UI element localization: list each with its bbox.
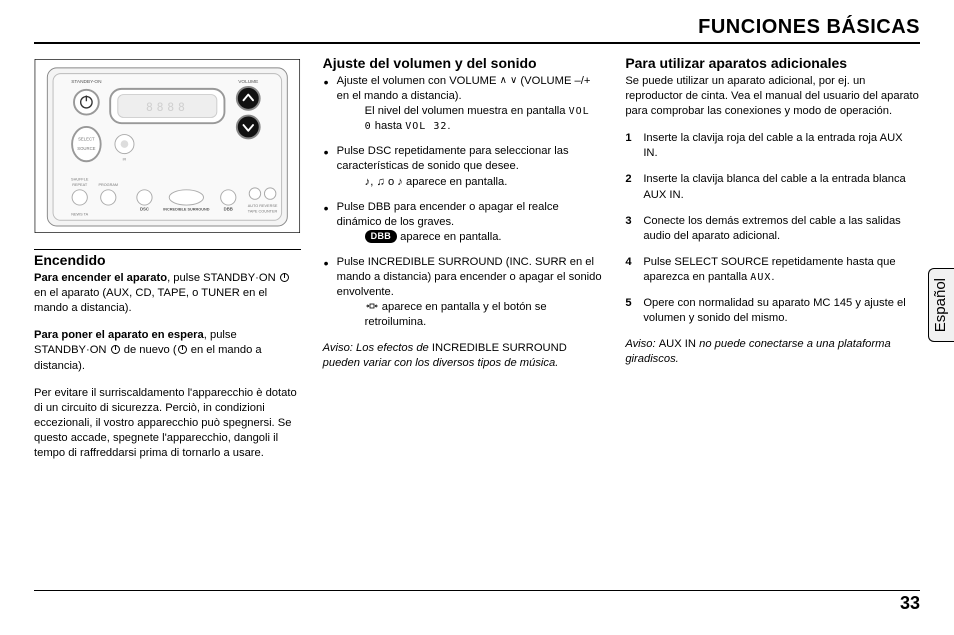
para-espera: Para poner el aparato en espera, pulse S… xyxy=(34,328,301,373)
bullet-dsc: Pulse DSC repetidamente para seleccionar… xyxy=(323,144,604,189)
step-4: Pulse SELECT SOURCE repetidamente hasta … xyxy=(625,255,920,285)
svg-text:NEWS TA: NEWS TA xyxy=(71,213,88,217)
bullet-volume: Ajuste el volumen con VOLUME ∧ ∨ (VOLUME… xyxy=(323,74,604,134)
language-tab: Español xyxy=(928,268,954,342)
page-number: 33 xyxy=(900,591,920,615)
step-3: Conecte los demás extremos del cable a l… xyxy=(625,214,920,244)
display-vol32: VOL 32 xyxy=(405,121,447,132)
svg-text:iR: iR xyxy=(123,157,127,161)
heading-aux: Para utilizar aparatos adicionales xyxy=(625,54,920,73)
sub-dsc: ♪, ♫ o ♪ aparece en pantalla. xyxy=(337,175,604,190)
bullet-list-sound: Ajuste el volumen con VOLUME ∧ ∨ (VOLUME… xyxy=(323,74,604,331)
para-encender: Para encender el aparato, pulse STANDBY·… xyxy=(34,271,301,316)
svg-text:SELECT: SELECT xyxy=(78,136,95,141)
svg-text:DSC: DSC xyxy=(140,207,149,212)
bullet-incsurr: Pulse INCREDIBLE SURROUND (INC. SURR en … xyxy=(323,255,604,331)
column-3: Para utilizar aparatos adicionales Se pu… xyxy=(625,54,920,585)
bottom-rule xyxy=(34,590,920,591)
display-segments: 8888 xyxy=(146,100,189,114)
column-1: STANDBY-ON VOLUME 8888 SELECT SOURCE xyxy=(34,54,301,585)
para-overheat: Per evitare il surriscaldamento l'appare… xyxy=(34,386,301,462)
aviso-incsurr: Aviso: Los efectos de INCREDIBLE SURROUN… xyxy=(323,341,604,371)
step-2: Inserte la clavija blanca del cable a la… xyxy=(625,172,920,202)
svg-text:SOURCE: SOURCE xyxy=(77,146,95,151)
manual-page: FUNCIONES BÁSICAS STANDBY-ON VOLUME xyxy=(0,0,954,635)
svg-text:TAPE COUNTER: TAPE COUNTER xyxy=(248,210,278,214)
up-caret-icon: ∧ xyxy=(500,74,507,88)
heading-ajuste: Ajuste del volumen y del sonido xyxy=(323,54,604,73)
svg-text:DBB: DBB xyxy=(224,207,233,212)
bold-espera: Para poner el aparato en espera xyxy=(34,329,204,341)
note-icons: ♪, ♫ o ♪ xyxy=(365,176,403,188)
power-icon xyxy=(111,345,120,354)
surround-icon xyxy=(365,301,379,311)
svg-text:INCREDIBLE SURROUND: INCREDIBLE SURROUND xyxy=(163,208,209,212)
svg-text:AUTO REVERSE: AUTO REVERSE xyxy=(248,204,278,208)
columns: STANDBY-ON VOLUME 8888 SELECT SOURCE xyxy=(34,54,920,585)
sub-dbb: DBB aparece en pantalla. xyxy=(337,230,604,245)
svg-text:SHUFFLE: SHUFFLE xyxy=(71,177,89,181)
step-1: Inserte la clavija roja del cable a la e… xyxy=(625,131,920,161)
power-icon xyxy=(178,345,187,354)
label-volume: VOLUME xyxy=(238,79,258,85)
power-icon xyxy=(280,273,289,282)
label-standby: STANDBY-ON xyxy=(71,79,102,85)
column-2: Ajuste del volumen y del sonido Ajuste e… xyxy=(323,54,604,585)
section-header: FUNCIONES BÁSICAS xyxy=(698,14,920,41)
para-aux-intro: Se puede utilizar un aparato adicional, … xyxy=(625,74,920,119)
svg-text:REPEAT: REPEAT xyxy=(72,183,88,187)
steps-aux: Inserte la clavija roja del cable a la e… xyxy=(625,131,920,326)
dbb-pill-icon: DBB xyxy=(365,230,397,243)
bold-encender: Para encender el aparato xyxy=(34,272,167,284)
bullet-dbb: Pulse DBB para encender o apagar el real… xyxy=(323,200,604,245)
svg-text:PROGRAM: PROGRAM xyxy=(98,183,118,187)
step-5: Opere con normalidad su aparato MC 145 y… xyxy=(625,296,920,326)
device-illustration: STANDBY-ON VOLUME 8888 SELECT SOURCE xyxy=(34,54,301,238)
heading-encendido: Encendido xyxy=(34,249,301,270)
language-label: Español xyxy=(931,278,951,332)
display-aux: AUX xyxy=(750,272,771,283)
aviso-auxin: Aviso: AUX IN no puede conectarse a una … xyxy=(625,337,920,367)
sub-incsurr: aparece en pantalla y el botón se retroi… xyxy=(337,300,604,330)
top-rule xyxy=(34,42,920,44)
sub-volume-level: El nivel del volumen muestra en pantalla… xyxy=(337,104,604,134)
